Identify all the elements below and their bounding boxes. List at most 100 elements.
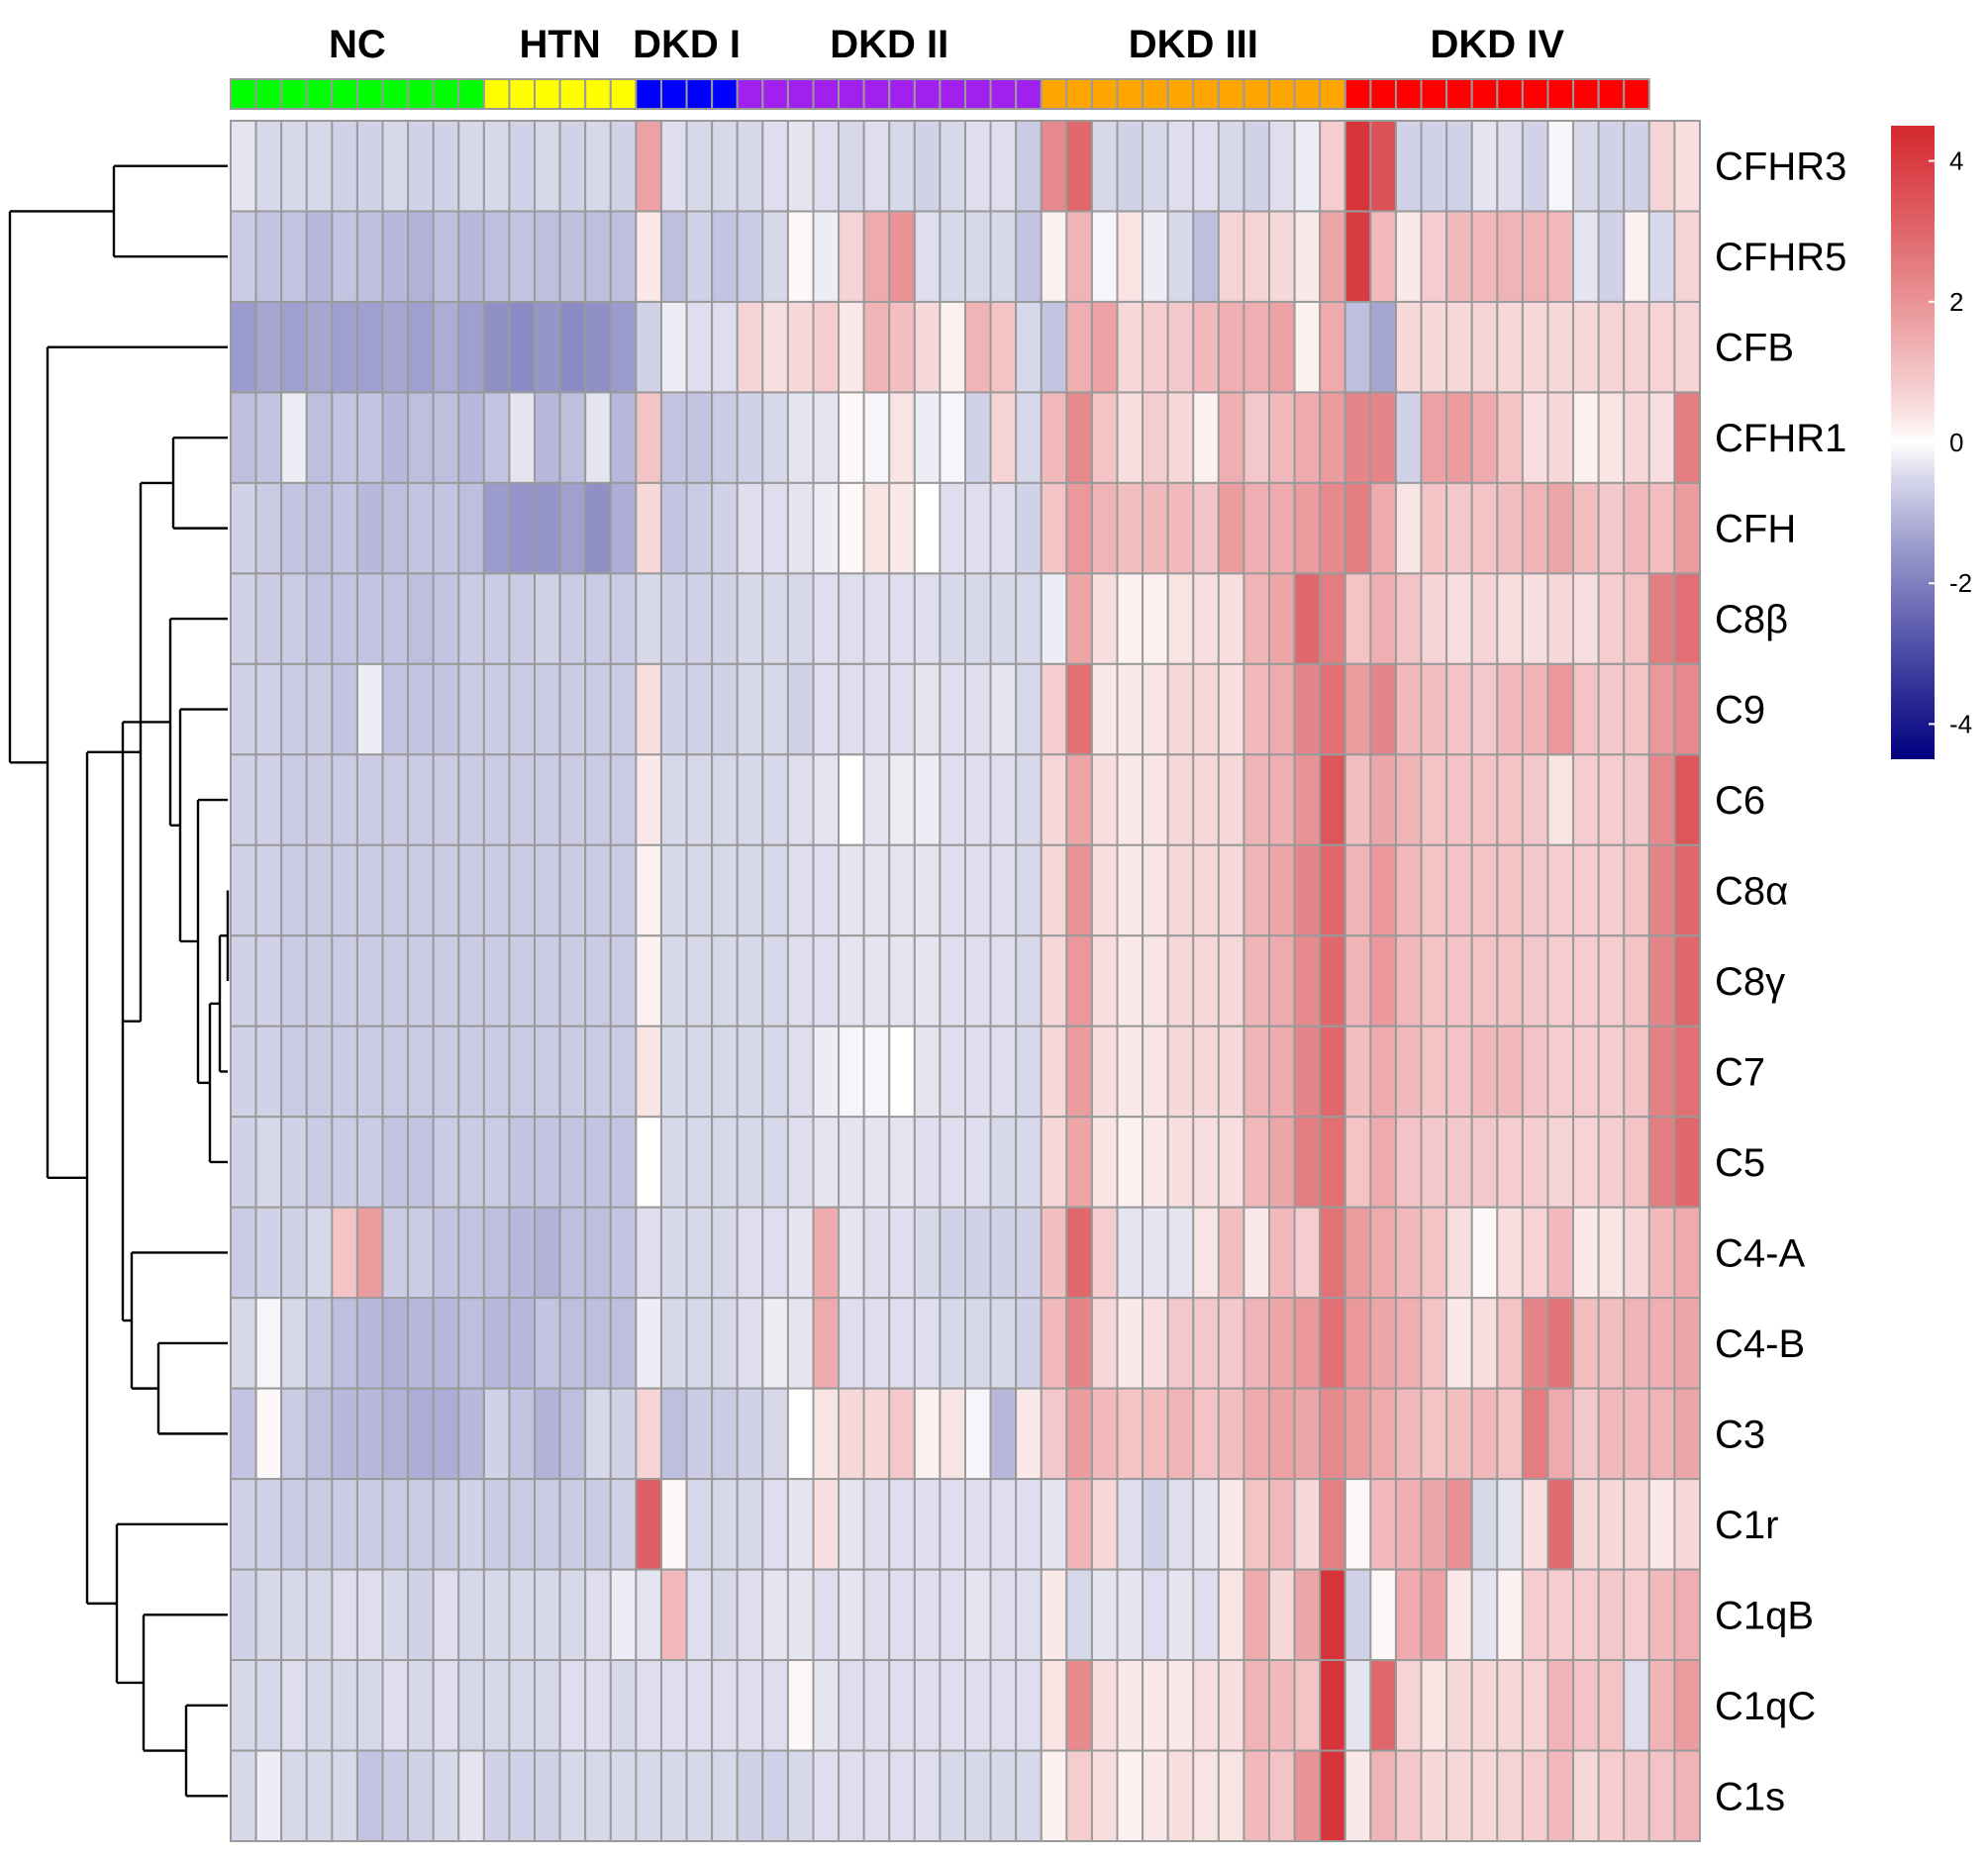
heatmap-cell bbox=[1015, 572, 1043, 665]
legend-tick-label: 4 bbox=[1949, 147, 1963, 176]
heatmap-cell bbox=[609, 481, 638, 575]
heatmap-cell bbox=[305, 210, 334, 303]
heatmap-cell bbox=[635, 843, 662, 937]
heatmap-cell bbox=[1217, 843, 1245, 937]
heatmap-cell bbox=[838, 1116, 865, 1209]
heatmap-cell bbox=[1319, 1025, 1346, 1119]
heatmap-cell bbox=[1116, 1387, 1144, 1481]
heatmap-cell bbox=[1420, 1659, 1448, 1752]
heatmap-cell bbox=[254, 120, 283, 213]
heatmap-cell bbox=[989, 1206, 1018, 1300]
heatmap-cell bbox=[1496, 934, 1524, 1027]
heatmap-cell bbox=[1445, 391, 1473, 484]
heatmap-cell bbox=[230, 1749, 257, 1843]
heatmap-cell bbox=[761, 662, 789, 756]
heatmap-cell bbox=[1597, 481, 1626, 575]
heatmap-cell bbox=[1217, 753, 1245, 846]
heatmap-cell bbox=[457, 1025, 485, 1119]
heatmap-cell bbox=[1673, 572, 1702, 665]
heatmap-cell bbox=[659, 934, 688, 1027]
heatmap-cell bbox=[1293, 753, 1322, 846]
heatmap-cell bbox=[1166, 391, 1195, 484]
heatmap-cell bbox=[761, 1297, 789, 1390]
heatmap-cell bbox=[736, 1206, 764, 1300]
heatmap-cell bbox=[685, 843, 714, 937]
heatmap-cell bbox=[1040, 934, 1068, 1027]
heatmap-cell bbox=[989, 753, 1018, 846]
heatmap-cell bbox=[432, 1206, 460, 1300]
heatmap-cell bbox=[1015, 481, 1043, 575]
heatmap-cell bbox=[558, 1297, 587, 1390]
heatmap-cell bbox=[280, 120, 308, 213]
annotation-cell-dkd-i bbox=[635, 78, 662, 110]
heatmap-cell bbox=[1040, 1568, 1068, 1662]
heatmap-cell bbox=[1343, 1568, 1372, 1662]
heatmap-cell bbox=[331, 934, 358, 1027]
heatmap-cell bbox=[736, 1116, 764, 1209]
heatmap-cell bbox=[1343, 1116, 1372, 1209]
row-label: CFHR1 bbox=[1715, 417, 1846, 460]
heatmap-cell bbox=[1065, 934, 1093, 1027]
heatmap-cell bbox=[457, 1568, 485, 1662]
heatmap-cell bbox=[1673, 1206, 1702, 1300]
heatmap-cell bbox=[1268, 1116, 1296, 1209]
annotation-cell-dkd-iv bbox=[1394, 78, 1423, 110]
heatmap-cell bbox=[534, 1116, 561, 1209]
heatmap-cell bbox=[1673, 481, 1702, 575]
heatmap-cell bbox=[534, 1659, 561, 1752]
heatmap-cell bbox=[1673, 1659, 1702, 1752]
heatmap-cell bbox=[1090, 1297, 1119, 1390]
heatmap-cell bbox=[432, 1478, 460, 1571]
heatmap-cell bbox=[1166, 120, 1195, 213]
heatmap-cell bbox=[230, 1478, 257, 1571]
heatmap-cell bbox=[761, 210, 789, 303]
heatmap-cell bbox=[1268, 1478, 1296, 1571]
heatmap-cell bbox=[534, 120, 561, 213]
heatmap-cell bbox=[888, 120, 916, 213]
heatmap-cell bbox=[1623, 1659, 1650, 1752]
heatmap-cell bbox=[1394, 300, 1423, 394]
heatmap-cell bbox=[685, 210, 714, 303]
heatmap-cell bbox=[355, 572, 384, 665]
heatmap-cell bbox=[1420, 1568, 1448, 1662]
heatmap-cells bbox=[230, 120, 1702, 1843]
heatmap-cell bbox=[331, 1659, 358, 1752]
heatmap-cell bbox=[913, 1659, 942, 1752]
heatmap-cell bbox=[1572, 210, 1600, 303]
legend-color-bar bbox=[1891, 126, 1935, 759]
heatmap-cell bbox=[1546, 1116, 1575, 1209]
annotation-cell-dkd-i bbox=[711, 78, 739, 110]
heatmap-cell bbox=[685, 1659, 714, 1752]
heatmap-cell bbox=[381, 120, 410, 213]
heatmap-cell bbox=[1142, 1659, 1169, 1752]
heatmap-cell bbox=[1470, 1297, 1499, 1390]
heatmap-cell bbox=[888, 1387, 916, 1481]
heatmap-cell bbox=[1470, 662, 1499, 756]
heatmap-cell bbox=[1142, 572, 1169, 665]
heatmap-cell bbox=[482, 1568, 511, 1662]
heatmap-cell bbox=[1470, 1478, 1499, 1571]
heatmap-cell bbox=[534, 1025, 561, 1119]
heatmap-cell bbox=[736, 300, 764, 394]
heatmap-cell bbox=[1521, 1478, 1549, 1571]
heatmap-cell bbox=[1394, 1206, 1423, 1300]
heatmap-cell bbox=[1015, 1659, 1043, 1752]
heatmap-cell bbox=[230, 391, 257, 484]
heatmap-cell bbox=[1673, 1387, 1702, 1481]
heatmap-cell bbox=[355, 1659, 384, 1752]
heatmap-cell bbox=[1090, 120, 1119, 213]
heatmap-cell bbox=[989, 1478, 1018, 1571]
heatmap-cell bbox=[888, 1568, 916, 1662]
heatmap-cell bbox=[989, 1568, 1018, 1662]
heatmap-cell bbox=[1445, 662, 1473, 756]
heatmap-cell bbox=[1015, 300, 1043, 394]
heatmap-cell bbox=[838, 1478, 865, 1571]
heatmap-cell bbox=[1040, 1387, 1068, 1481]
heatmap-cell bbox=[355, 662, 384, 756]
heatmap-cell bbox=[534, 210, 561, 303]
heatmap-cell bbox=[761, 934, 789, 1027]
heatmap-cell bbox=[609, 1297, 638, 1390]
heatmap-cell bbox=[1090, 1568, 1119, 1662]
heatmap-cell bbox=[1268, 391, 1296, 484]
heatmap-cell bbox=[457, 1297, 485, 1390]
